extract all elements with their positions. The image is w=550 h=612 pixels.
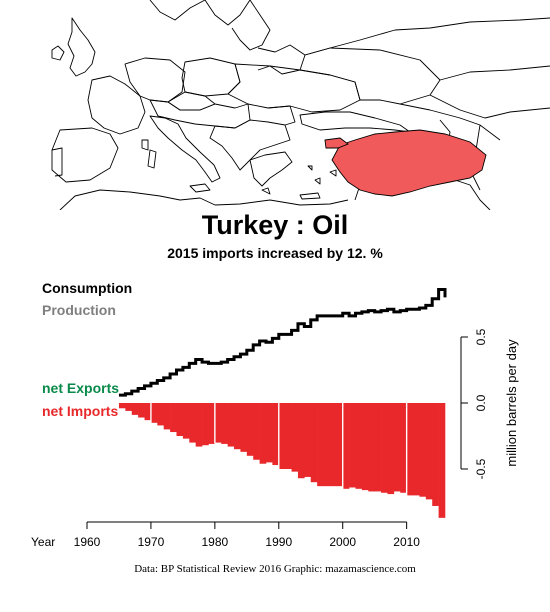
y-axis-label: million barrels per day [504, 339, 519, 467]
x-tick-label: 1980 [202, 535, 229, 549]
map-border-france [87, 75, 146, 135]
map-border-scandinavia [149, 0, 271, 51]
net-imports-bar [182, 403, 190, 439]
net-imports-bar [400, 403, 407, 493]
net-imports-bar [297, 403, 305, 479]
net-imports-bar [374, 403, 382, 492]
legend-consumption: Consumption [42, 280, 133, 296]
net-imports-bar [387, 403, 395, 495]
net-imports-bar [413, 403, 420, 496]
x-tick-label: 2000 [329, 535, 356, 549]
map-border-greece [249, 151, 293, 187]
net-imports-bar [240, 403, 248, 452]
net-imports-bar [342, 403, 350, 489]
net-imports-bar [259, 403, 267, 464]
net-imports-bar [176, 403, 184, 436]
net-imports-bar [393, 403, 401, 492]
net-imports-bar [272, 403, 280, 466]
map-border-uk [51, 17, 96, 77]
y-axis: -0.5 0.0 0.5 million barrels per day [460, 328, 519, 479]
europe-map [51, 0, 550, 210]
x-axis-label: Year [31, 535, 55, 549]
net-imports-bar [329, 403, 337, 487]
net-imports-bar [189, 403, 196, 443]
net-imports-bar [323, 403, 331, 487]
net-imports-bar [368, 403, 375, 492]
net-imports-bar [438, 403, 446, 518]
net-imports-bar [253, 403, 260, 460]
net-imports-bar [138, 403, 145, 418]
map-border-italy [149, 115, 221, 183]
net-imports-bar [221, 403, 228, 444]
net-imports-bar [131, 403, 139, 415]
net-imports-bar [406, 403, 414, 496]
net-imports-bar [234, 403, 241, 450]
x-tick-label: 1960 [74, 535, 101, 549]
net-imports-bar [285, 403, 292, 469]
net-imports-bar [125, 403, 133, 411]
net-imports-bar [419, 403, 427, 497]
turkey-country-shape [331, 129, 487, 197]
net-imports-bar [336, 403, 344, 487]
oil-chart: 1960 1970 1980 1990 2000 2010 Year -0.5 0.0 0.5 m… [31, 287, 519, 549]
net-imports-bar [246, 403, 254, 456]
map-islands [261, 165, 337, 200]
net-imports-bar [310, 403, 318, 483]
map-border-north-africa [59, 189, 349, 210]
imports-layer [118, 403, 446, 518]
map-border-sicily [141, 139, 211, 193]
map-border-balkans [209, 105, 296, 171]
map-border-central [149, 99, 251, 129]
net-imports-bar [157, 403, 165, 426]
credits-text: Data: BP Statistical Review 2016 Graphic… [134, 563, 416, 575]
legend-net-imports: net Imports [42, 403, 119, 419]
map-border-iberia [51, 127, 119, 183]
map-border-baltics [257, 17, 550, 75]
net-imports-bar [195, 403, 203, 447]
x-tick-label: 1970 [138, 535, 165, 549]
net-imports-bar [170, 403, 177, 433]
map-black-sea [299, 111, 411, 133]
map-border-russia [299, 47, 441, 105]
y-tick-label: -0.5 [474, 458, 488, 479]
net-imports-bar [278, 403, 286, 469]
consumption-line [118, 287, 447, 397]
net-imports-bar [227, 403, 235, 447]
map-border-kazakh [429, 65, 550, 119]
x-tick-label: 2010 [393, 535, 420, 549]
map-border-germany [124, 57, 186, 103]
net-imports-bar [317, 403, 324, 487]
legend-production: Production [42, 302, 116, 318]
net-imports-bar [291, 403, 299, 472]
net-imports-bar [432, 403, 439, 506]
chart-subtitle: 2015 imports increased by 12. % [167, 245, 383, 261]
y-tick-label: 0.5 [474, 328, 488, 345]
net-imports-bar [144, 403, 152, 421]
net-imports-bar [202, 403, 209, 446]
x-axis: 1960 1970 1980 1990 2000 2010 Year [31, 521, 420, 549]
net-imports-bar [304, 403, 312, 477]
net-imports-bar [349, 403, 356, 488]
net-imports-bar [150, 403, 158, 423]
net-imports-bar [425, 403, 433, 500]
net-imports-bar [361, 403, 369, 491]
net-imports-bar [381, 403, 388, 493]
net-imports-bar [266, 403, 273, 463]
turkey-thrace-shape [324, 137, 349, 149]
net-imports-bar [163, 403, 171, 430]
chart-title: Turkey : Oil [201, 210, 349, 240]
legend-net-exports: net Exports [42, 380, 120, 396]
net-imports-bar [214, 403, 222, 443]
y-tick-label: 0.0 [474, 394, 488, 411]
net-imports-bar [118, 403, 126, 409]
net-imports-bar [355, 403, 363, 489]
net-imports-bar [208, 403, 216, 444]
decade-separators [150, 403, 408, 497]
x-tick-label: 1990 [265, 535, 292, 549]
